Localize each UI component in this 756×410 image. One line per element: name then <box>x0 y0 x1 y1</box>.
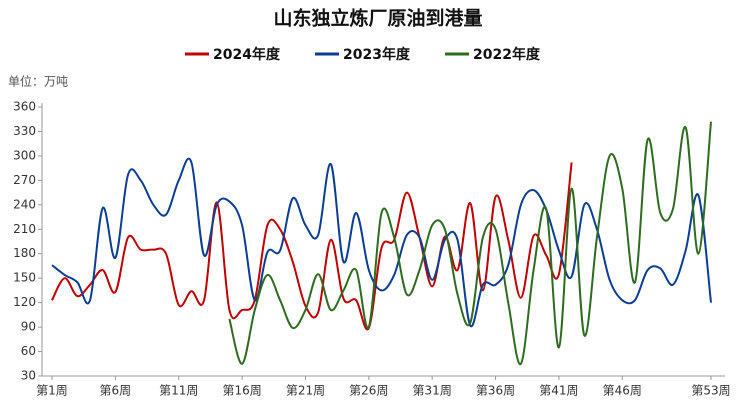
y-tick-label: 300 <box>13 148 36 162</box>
x-tick-label: 第31周 <box>413 384 452 398</box>
series-line <box>51 162 573 331</box>
x-tick-label: 第36周 <box>476 384 515 398</box>
y-tick-label: 120 <box>13 295 36 309</box>
y-tick-label: 210 <box>13 222 36 236</box>
y-tick-label: 30 <box>21 369 36 383</box>
x-tick-label: 第21周 <box>286 384 325 398</box>
y-tick-label: 240 <box>13 197 36 211</box>
y-tick-label: 360 <box>13 100 36 114</box>
x-tick-label: 第6周 <box>100 384 132 398</box>
x-tick-label: 第16周 <box>222 384 261 398</box>
y-tick-label: 330 <box>13 124 36 138</box>
legend-label: 2023年度 <box>343 46 411 63</box>
x-tick-label: 第1周 <box>36 384 68 398</box>
y-tick-label: 180 <box>13 246 36 260</box>
unit-label: 单位：万吨 <box>8 74 68 89</box>
series-line <box>51 157 712 328</box>
y-tick-label: 150 <box>13 271 36 285</box>
y-tick-label: 90 <box>21 320 36 334</box>
legend-label: 2024年度 <box>213 46 281 63</box>
series-line <box>228 121 712 365</box>
legend-label: 2022年度 <box>473 46 541 63</box>
x-tick-label: 第26周 <box>349 384 388 398</box>
x-tick-label: 第11周 <box>159 384 198 398</box>
x-tick-label: 第46周 <box>603 384 642 398</box>
y-tick-label: 60 <box>21 344 36 358</box>
x-tick-label: 第53周 <box>691 384 730 398</box>
legend: 2024年度 2023年度 2022年度 <box>185 46 541 63</box>
y-tick-label: 270 <box>13 173 36 187</box>
chart-title: 山东独立炼厂原油到港量 <box>273 7 482 30</box>
x-tick-label: 第41周 <box>539 384 578 398</box>
